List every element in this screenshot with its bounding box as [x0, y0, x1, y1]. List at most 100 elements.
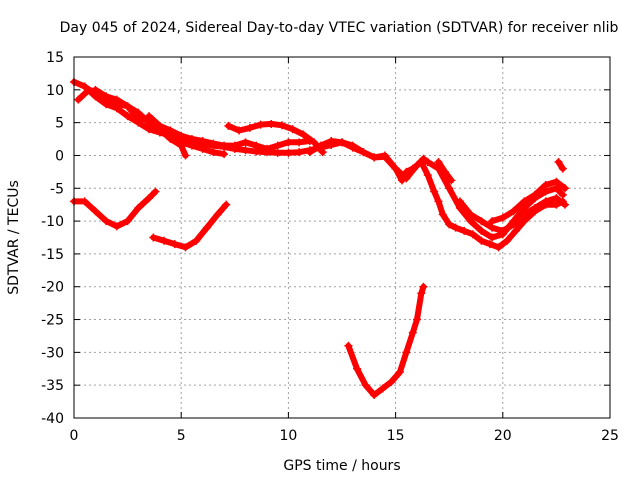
data-point [391, 164, 400, 173]
x-axis-label: GPS time / hours [283, 458, 400, 474]
data-point [284, 148, 293, 157]
data-point [552, 194, 561, 203]
x-tick-label: 0 [70, 428, 79, 444]
data-point [230, 141, 239, 150]
data-point [520, 197, 529, 206]
y-tick-label: 10 [46, 83, 64, 99]
data-point [235, 126, 244, 135]
plot-frame [73, 56, 611, 419]
data-point [102, 92, 111, 101]
data-point [344, 341, 353, 350]
data-point [170, 240, 179, 249]
data-point [209, 148, 218, 157]
data-point [378, 384, 387, 393]
data-point [198, 137, 207, 146]
chart-title: Day 045 of 2024, Sidereal Day-to-day VTE… [60, 20, 619, 36]
y-tick-label: 15 [46, 50, 64, 66]
data-point [177, 141, 186, 150]
data-point [455, 197, 464, 206]
data-point [112, 222, 121, 231]
data-point [434, 197, 443, 206]
series-track-6 [306, 138, 405, 184]
data-point [430, 187, 439, 196]
data-point [466, 210, 475, 219]
data-point [318, 148, 327, 157]
data-point [445, 220, 454, 229]
data-point [123, 112, 132, 121]
data-point [187, 135, 196, 144]
y-tick-label: 5 [55, 116, 64, 132]
y-tick-label: -15 [41, 247, 64, 263]
data-point [220, 150, 229, 159]
data-point [305, 148, 314, 157]
y-tick-label: 0 [55, 148, 64, 164]
data-point [273, 148, 282, 157]
data-point [387, 377, 396, 386]
data-point [74, 95, 83, 104]
data-point [181, 151, 190, 160]
data-point [370, 391, 379, 400]
axis-ticks: 0 5 10 15 20 25 15 10 5 0 -5 -10 -15 -20 -25 -30 -35 -40 [41, 50, 619, 444]
data-point [417, 158, 426, 167]
series-track-5 [225, 120, 326, 156]
y-tick-label: -30 [41, 345, 64, 361]
data-point [558, 164, 567, 173]
data-point [327, 137, 336, 146]
data-point [198, 144, 207, 153]
data-point [477, 226, 486, 235]
data-point [530, 190, 539, 199]
data-point [509, 207, 518, 216]
series-track-14 [345, 283, 427, 398]
y-tick-label: -5 [50, 181, 64, 197]
data-point [408, 328, 417, 337]
y-tick-label: -25 [41, 313, 64, 329]
data-point [166, 135, 175, 144]
data-point [192, 236, 201, 245]
data-point [498, 226, 507, 235]
data-point [488, 217, 497, 226]
data-point [316, 141, 325, 150]
data-point [252, 141, 261, 150]
data-point [181, 243, 190, 252]
data-point [295, 148, 304, 157]
data-point [155, 121, 164, 130]
data-point [503, 236, 512, 245]
data-point [245, 123, 254, 132]
data-point [348, 143, 357, 152]
data-point [445, 184, 454, 193]
data-point [134, 115, 143, 124]
data-point [438, 210, 447, 219]
data-point [177, 131, 186, 140]
data-point [460, 226, 469, 235]
data-point [112, 95, 121, 104]
data-point [560, 184, 569, 193]
data-point [413, 315, 422, 324]
data-point [402, 348, 411, 357]
data-point [451, 223, 460, 232]
data-point [80, 197, 89, 206]
data-point [149, 233, 158, 242]
data-point [123, 217, 132, 226]
x-tick-label: 20 [494, 428, 512, 444]
data-point [485, 240, 494, 249]
data-point [468, 230, 477, 239]
data-point [359, 148, 368, 157]
data-point [80, 82, 89, 91]
data-point [440, 167, 449, 176]
data-point [91, 85, 100, 94]
data-point [224, 121, 233, 130]
data-point [353, 364, 362, 373]
data-point [202, 223, 211, 232]
data-point [288, 125, 297, 134]
data-point [552, 177, 561, 186]
data-point [273, 141, 282, 150]
data-point [209, 139, 218, 148]
data-point [423, 171, 432, 180]
data-point [222, 200, 231, 209]
data-point [102, 217, 111, 226]
data-point [166, 126, 175, 135]
y-axis-label: SDTVAR / TECUs [6, 180, 22, 295]
data-point [267, 119, 276, 128]
data-point [284, 138, 293, 147]
